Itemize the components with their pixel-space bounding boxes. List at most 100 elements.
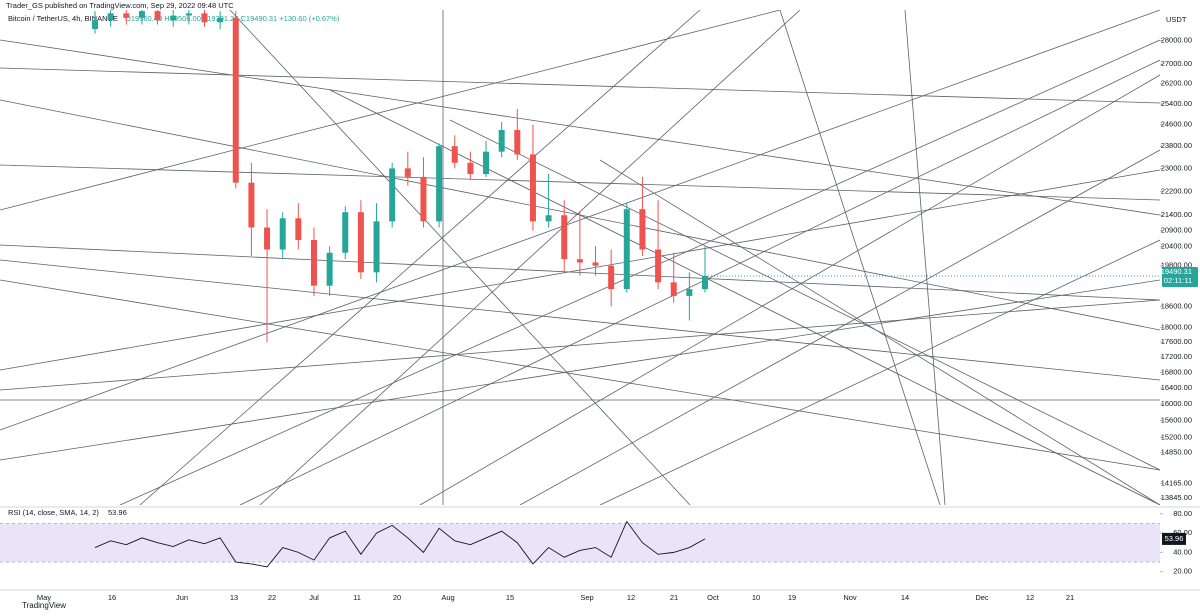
x-tick-label: 15 (506, 593, 514, 602)
y-tick-label: 16800.00 (1161, 367, 1192, 376)
publisher: Trader_GS published on TradingView.com, … (6, 1, 234, 10)
last-price-tag (1162, 266, 1198, 287)
candle-body (92, 20, 98, 30)
ohlc: O19360.40 H19506.00 L19301.27 C19490.31 … (125, 14, 340, 23)
x-tick-label: 12 (1026, 593, 1034, 602)
rsi-title: RSI (14, close, SMA, 14, 2) (8, 508, 99, 517)
candle-body (310, 239, 317, 286)
y-tick-label: 17200.00 (1161, 352, 1192, 361)
candle-body (545, 215, 552, 222)
y-tick-label: 14850.00 (1161, 448, 1192, 457)
countdown: 02:11:11 (1164, 276, 1192, 285)
y-tick-label: 60.00 (1173, 528, 1192, 537)
candle-body (170, 15, 177, 21)
y-tick-label: 14165.00 (1161, 478, 1192, 487)
y-tick-label: 20400.00 (1161, 241, 1192, 250)
rsi-band (0, 523, 1160, 563)
candles (92, 10, 708, 343)
candle-body (608, 265, 615, 290)
y-tick-label: 20900.00 (1161, 226, 1192, 235)
x-tick-label: 22 (268, 593, 276, 602)
x-tick-label: 21 (670, 593, 678, 602)
x-tick-label: Sep (580, 593, 593, 602)
candle-body (576, 259, 583, 263)
y-tick-label: 15200.00 (1161, 432, 1192, 441)
x-tick-label: 20 (393, 593, 401, 602)
x-tick-label: Jul (309, 593, 319, 602)
candle-body (185, 13, 192, 16)
last-price-label: 19490.31 (1161, 267, 1192, 276)
candle-body (420, 176, 427, 222)
y-tick-label: 27000.00 (1161, 59, 1192, 68)
y-tick-label: 25400.00 (1161, 99, 1192, 108)
candle-body (342, 212, 349, 253)
y-tick-label: 40.00 (1173, 547, 1192, 556)
y-tick-label: 24600.00 (1161, 120, 1192, 129)
x-tick-label: 12 (627, 593, 635, 602)
candle-body (279, 218, 286, 250)
x-tick-label: Oct (707, 593, 720, 602)
x-tick-label: Aug (441, 593, 454, 602)
x-tick-label: 14 (901, 593, 909, 602)
candle-body (154, 11, 161, 21)
candle-body (326, 252, 333, 286)
y-tick-label: 28000.00 (1161, 36, 1192, 45)
candle-body (498, 130, 505, 152)
y-tick-label: 21400.00 (1161, 210, 1192, 219)
candle-body (123, 13, 130, 18)
y-tick-label: 13845.00 (1161, 493, 1192, 502)
y-tick-label: 23800.00 (1161, 141, 1192, 150)
currency: USDT (1166, 15, 1187, 24)
rsi-legend-value: 53.96 (108, 508, 127, 517)
rsi-line (94, 520, 706, 568)
y-tick-label: 19800.00 (1161, 261, 1192, 270)
candle-body (357, 212, 364, 273)
candle-body (702, 275, 708, 290)
candle-body (529, 154, 536, 222)
x-tick-label: Nov (843, 593, 857, 602)
y-tick-label: 26200.00 (1161, 79, 1192, 88)
candle-body (467, 162, 474, 175)
y-tick-label: 18000.00 (1161, 323, 1192, 332)
candle-body (107, 13, 114, 21)
candle-body (373, 221, 380, 273)
candle-body (138, 11, 145, 18)
candle-body (670, 282, 677, 296)
y-tick-label: 15600.00 (1161, 416, 1192, 425)
x-tick-label: May (37, 593, 51, 602)
rsi-value-tag (1162, 532, 1186, 545)
candle-body (217, 17, 224, 23)
candle-body (232, 17, 239, 183)
candle-body (248, 182, 255, 228)
x-tick-label: 21 (1066, 593, 1074, 602)
y-tick-label: 18600.00 (1161, 301, 1192, 310)
candle-body (483, 151, 490, 175)
candle-body (592, 262, 599, 266)
candle-body (201, 13, 208, 23)
y-tick-label: 16400.00 (1161, 383, 1192, 392)
candle-body (514, 130, 521, 155)
candle-body (389, 168, 396, 222)
candle-body (686, 289, 693, 296)
candle-body (404, 168, 411, 177)
x-tick-label: 16 (108, 593, 116, 602)
y-tick-label: 16000.00 (1161, 399, 1192, 408)
footer-brand: TradingView (22, 601, 66, 610)
y-tick-label: 17600.00 (1161, 337, 1192, 346)
candle-body (436, 146, 443, 222)
candle-body (561, 215, 568, 260)
x-tick-label: 19 (788, 593, 796, 602)
rsi-value-label: 53.96 (1165, 534, 1184, 543)
x-tick-label: 10 (752, 593, 760, 602)
symbol: Bitcoin / TetherUS, 4h, BINANCE (8, 14, 118, 23)
candle-body (295, 218, 302, 240)
y-tick-label: 20.00 (1173, 567, 1192, 576)
candle-body (451, 146, 458, 163)
x-tick-label: 11 (353, 593, 361, 602)
trend-lines (0, 10, 1160, 505)
candle-body (655, 249, 662, 283)
candle-body (264, 227, 271, 250)
x-tick-label: 13 (230, 593, 238, 602)
